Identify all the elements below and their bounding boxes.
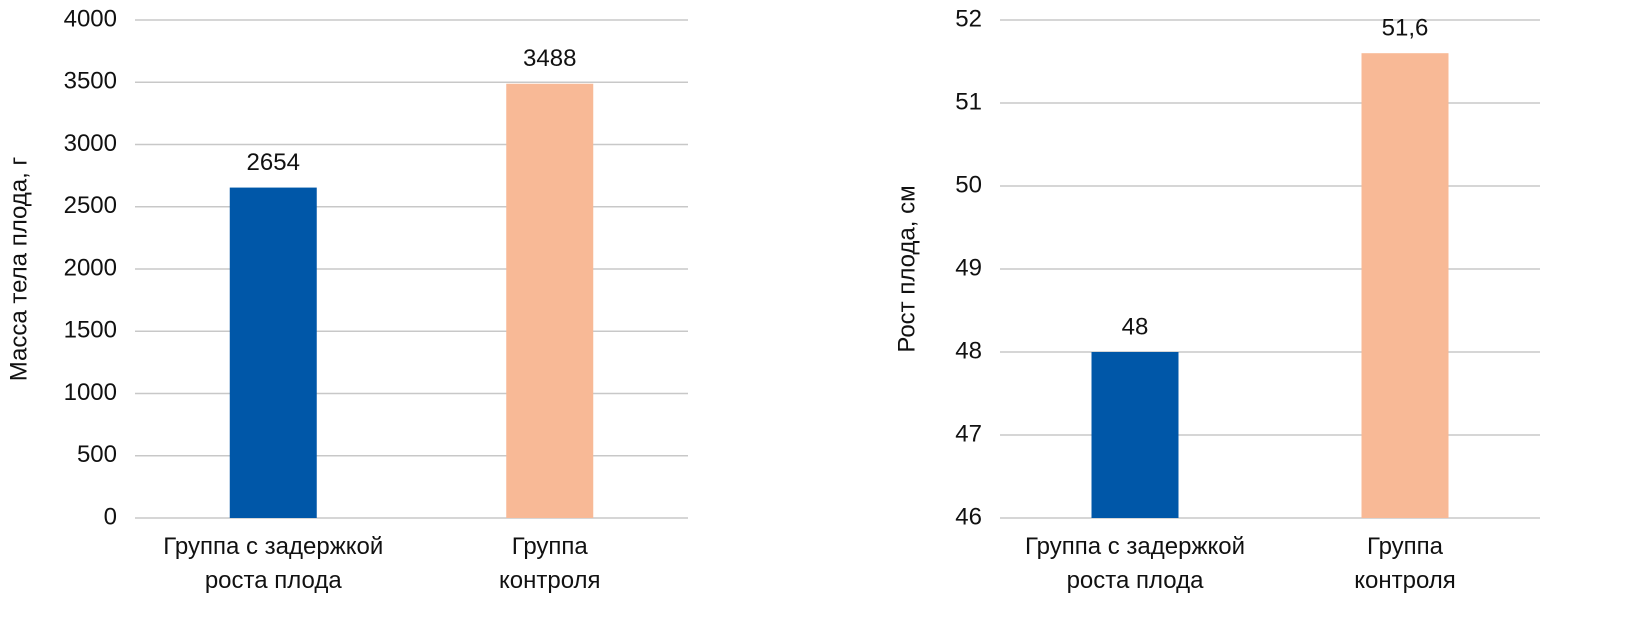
- bar: [1091, 352, 1179, 518]
- y-tick-label: 3500: [64, 68, 117, 95]
- y-tick-label: 50: [955, 171, 982, 198]
- y-tick-label: 49: [955, 254, 982, 281]
- y-tick-label: 47: [955, 420, 982, 447]
- x-tick-label-line: Группа с задержкой: [1025, 533, 1245, 560]
- value-label: 3488: [523, 45, 576, 72]
- x-tick-label-line: контроля: [1354, 567, 1456, 594]
- y-tick-label: 1000: [64, 379, 117, 406]
- x-tick-label-line: контроля: [499, 567, 601, 594]
- value-label: 48: [1122, 313, 1149, 340]
- x-tick-label-line: Группа: [1367, 533, 1444, 560]
- x-tick-label-line: роста плода: [205, 567, 343, 594]
- x-tick-label-line: роста плода: [1067, 567, 1205, 594]
- y-axis-label: Масса тела плода, г: [5, 157, 32, 382]
- y-axis-label: Рост плода, см: [893, 185, 920, 352]
- bar: [229, 187, 317, 518]
- y-tick-label: 500: [77, 441, 117, 468]
- y-tick-label: 2500: [64, 192, 117, 219]
- x-tick-label: Группа с задержкой роста плода: [163, 533, 383, 594]
- bar: [1361, 53, 1449, 518]
- x-tick-label-line: Группа с задержкой: [163, 533, 383, 560]
- y-tick-label: 0: [104, 503, 117, 530]
- x-tick-label: Группа контроля: [499, 533, 601, 594]
- x-tick-label: Группа с задержкой роста плода: [1025, 533, 1245, 594]
- x-tick-label-line: Группа: [512, 533, 589, 560]
- value-label: 51,6: [1382, 15, 1429, 42]
- y-tick-label: 51: [955, 88, 982, 115]
- y-tick-label: 3000: [64, 130, 117, 157]
- x-tick-label: Группа контроля: [1354, 533, 1456, 594]
- y-tick-label: 52: [955, 5, 982, 32]
- value-label: 2654: [247, 149, 300, 176]
- y-tick-label: 4000: [64, 5, 117, 32]
- y-tick-label: 46: [955, 503, 982, 530]
- y-tick-label: 2000: [64, 254, 117, 281]
- bar: [506, 83, 594, 518]
- y-tick-label: 48: [955, 337, 982, 364]
- y-tick-label: 1500: [64, 317, 117, 344]
